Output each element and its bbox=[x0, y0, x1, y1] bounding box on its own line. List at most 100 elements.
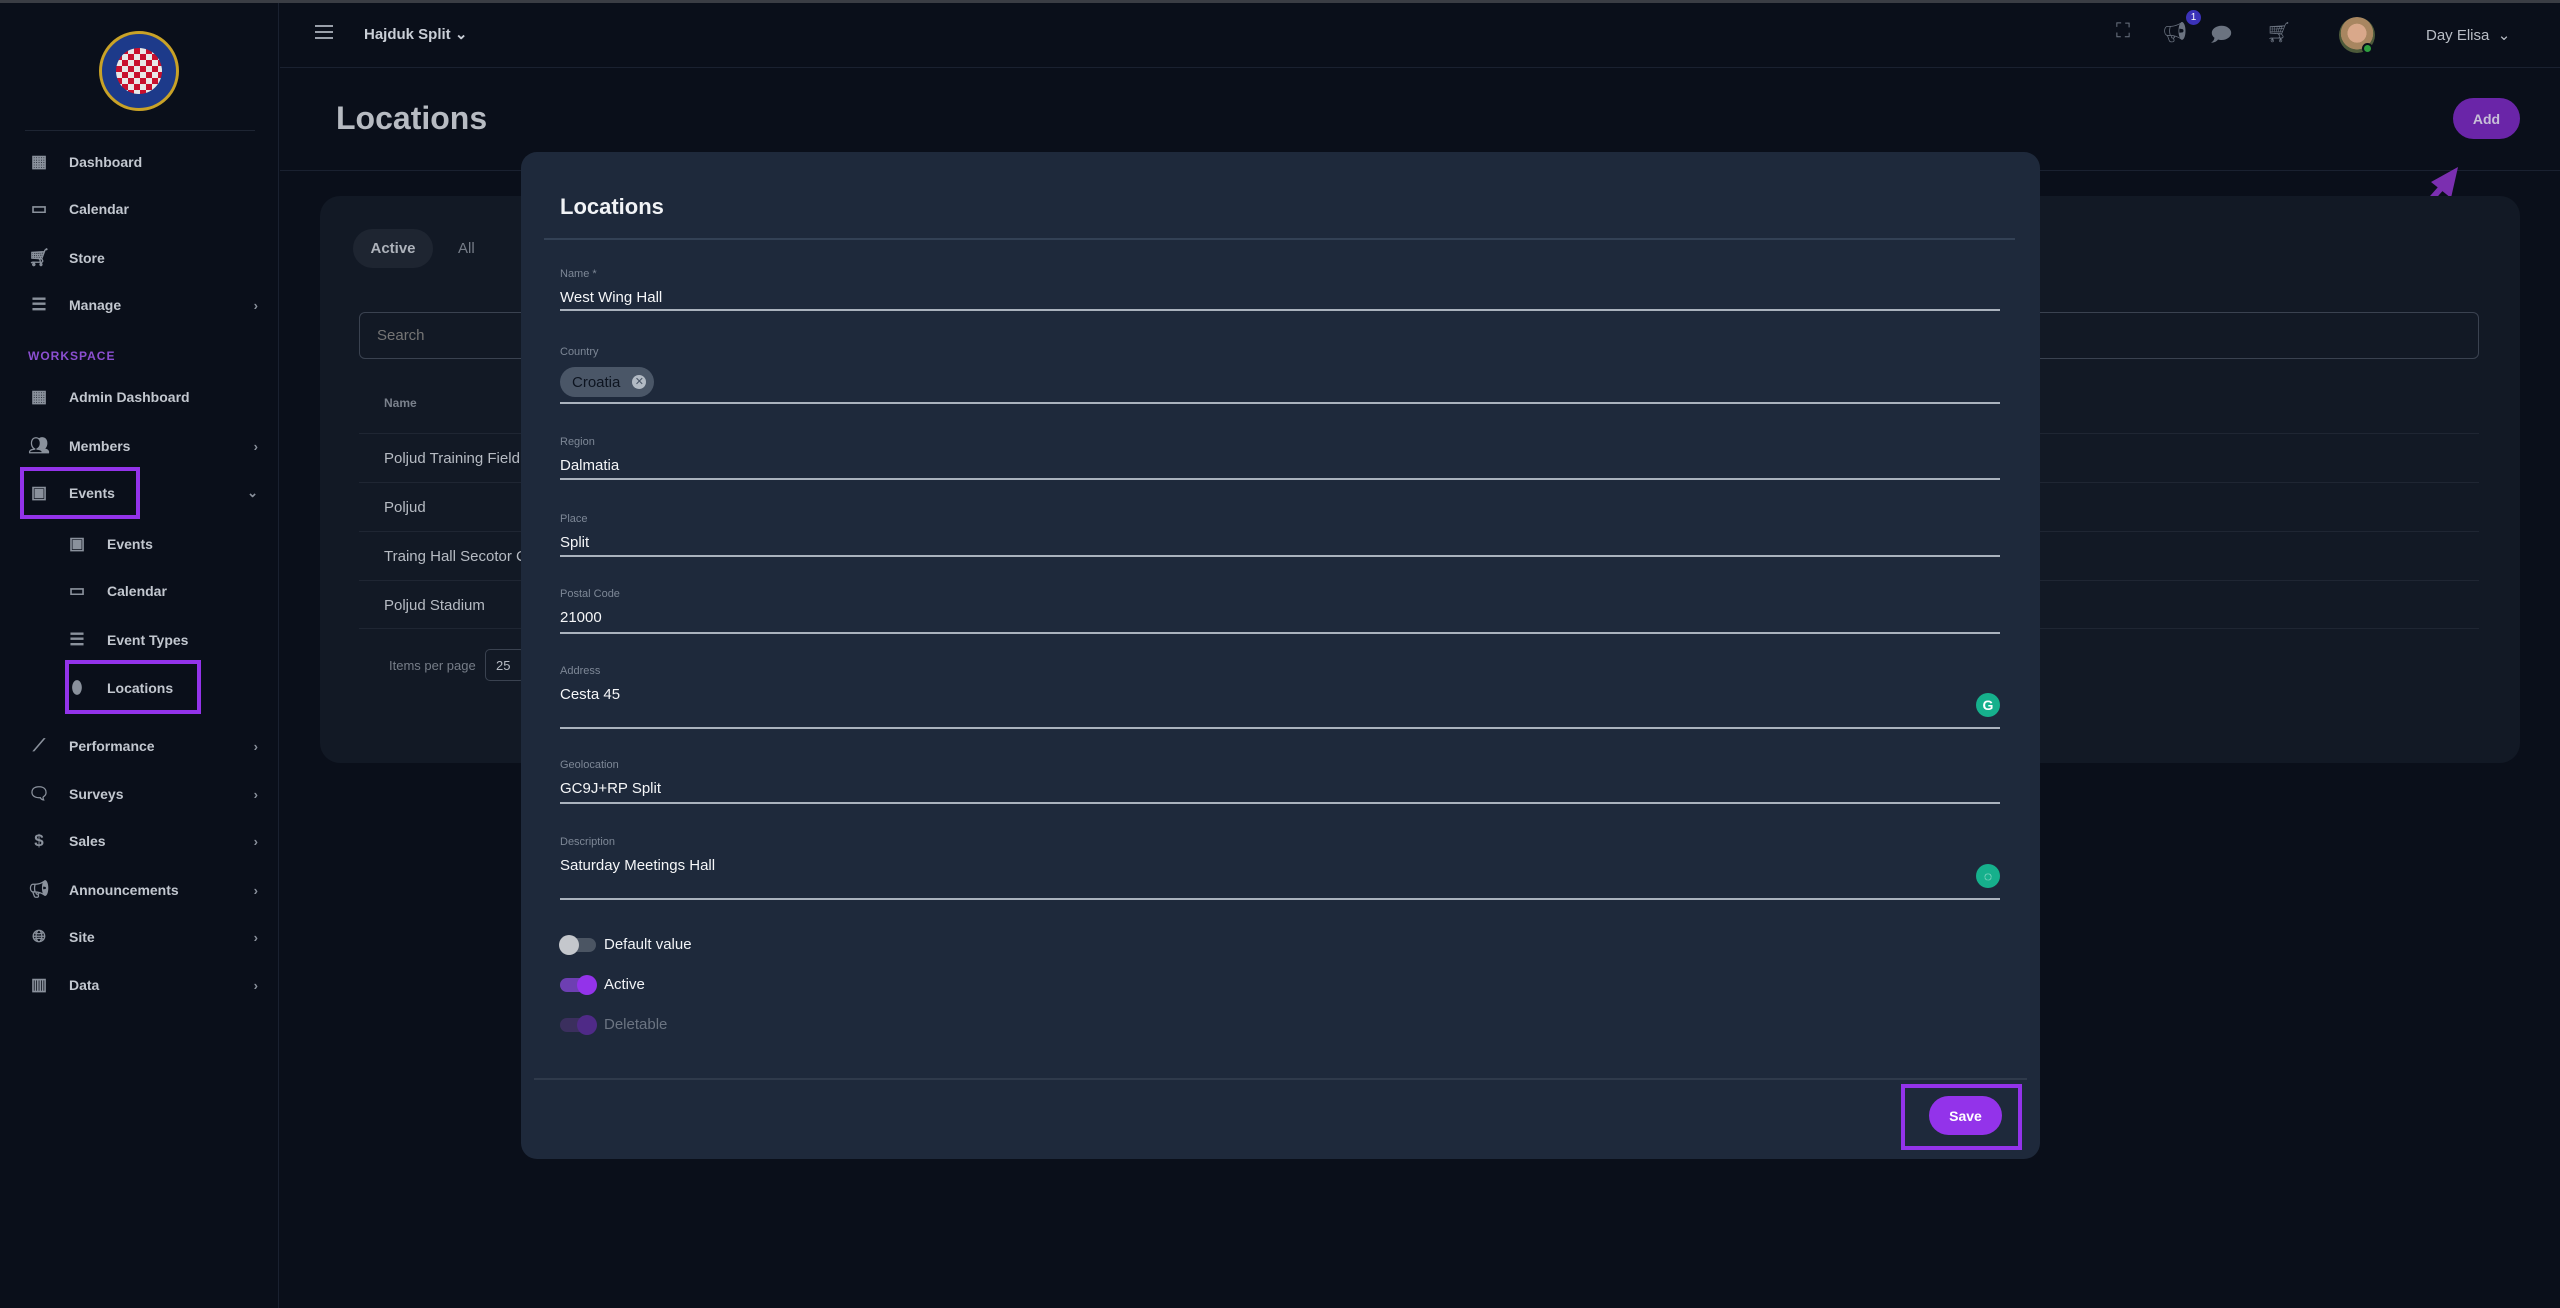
tab-all[interactable]: All bbox=[458, 240, 475, 257]
chevron-right-icon: › bbox=[253, 833, 258, 849]
place-field[interactable]: Place Split bbox=[560, 513, 2000, 557]
sidebar-subitem-calendar[interactable]: ▭ Calendar bbox=[66, 576, 246, 606]
country-chip: Croatia ✕ bbox=[560, 367, 655, 397]
remove-chip-icon[interactable]: ✕ bbox=[632, 375, 647, 389]
notification-badge: 1 bbox=[2186, 10, 2201, 25]
label: Calendar bbox=[107, 583, 167, 599]
sidebar-item-events[interactable]: ▣ Events ⌄ bbox=[28, 478, 258, 508]
dollar-icon: $ bbox=[34, 831, 44, 850]
description-field[interactable]: Description Saturday Meetings Hall ◌ bbox=[560, 836, 2000, 900]
sidebar-item-store[interactable]: 🛒︎ Store bbox=[28, 243, 258, 273]
label: Sales bbox=[69, 833, 106, 849]
toggle-label: Active bbox=[604, 976, 645, 993]
field-value: Dalmatia bbox=[560, 457, 620, 474]
location-pin-icon: ⬮ bbox=[71, 678, 83, 697]
field-label: Postal Code bbox=[560, 588, 620, 600]
label: Locations bbox=[107, 680, 174, 696]
sidebar-item-surveys[interactable]: 🗨︎ Surveys › bbox=[28, 779, 258, 809]
cart-icon: 🛒︎ bbox=[28, 248, 50, 267]
sidebar-item-dashboard[interactable]: ▦ Dashboard bbox=[28, 147, 258, 177]
calendar-icon: ▭ bbox=[68, 581, 86, 600]
megaphone-icon: 📢︎ bbox=[28, 880, 50, 899]
sidebar-item-announcements[interactable]: 📢︎ Announcements › bbox=[28, 875, 258, 905]
highlight-box-events bbox=[20, 467, 140, 519]
top-bar bbox=[280, 3, 2560, 68]
chevron-right-icon: › bbox=[253, 738, 258, 754]
save-button[interactable]: Save bbox=[1929, 1096, 2002, 1135]
field-label: Place bbox=[560, 513, 588, 525]
workspace-heading: WORKSPACE bbox=[28, 349, 116, 363]
default-value-toggle[interactable]: Default value bbox=[559, 934, 692, 955]
grammarly-icon[interactable]: G bbox=[1976, 693, 2000, 717]
label: Data bbox=[69, 977, 100, 993]
field-value: Cesta 45 bbox=[560, 686, 621, 703]
chevron-right-icon: › bbox=[253, 297, 258, 313]
sidebar-item-admin-dashboard[interactable]: ▦ Admin Dashboard bbox=[28, 382, 258, 412]
hamburger-menu-icon[interactable] bbox=[315, 25, 333, 39]
sidebar-subitem-events[interactable]: ▣ Events bbox=[66, 529, 246, 559]
sidebar-item-calendar[interactable]: ▭ Calendar bbox=[28, 194, 258, 224]
page-title: Locations bbox=[336, 100, 488, 136]
sidebar-subitem-locations[interactable]: ⬮ Locations bbox=[66, 673, 246, 703]
label: Site bbox=[69, 929, 95, 945]
chevron-right-icon: › bbox=[253, 929, 258, 945]
field-value: Split bbox=[560, 534, 590, 551]
active-toggle[interactable]: Active bbox=[560, 974, 645, 995]
event-icon: ▣ bbox=[30, 483, 48, 502]
sidebar-subitem-event-types[interactable]: ☰ Event Types bbox=[66, 625, 246, 655]
sidebar-item-members[interactable]: 👥︎ Members › bbox=[28, 431, 258, 461]
announcements-icon[interactable]: 📢︎ bbox=[2162, 22, 2188, 44]
calendar-icon: ▭ bbox=[30, 199, 48, 218]
chip-label: Croatia bbox=[572, 373, 621, 391]
label: Store bbox=[69, 250, 105, 266]
add-button[interactable]: Add bbox=[2453, 98, 2520, 139]
field-label: Address bbox=[560, 665, 601, 677]
label: Performance bbox=[69, 738, 155, 754]
modal-title: Locations bbox=[560, 194, 664, 219]
country-field[interactable]: Country Croatia ✕ bbox=[560, 346, 2000, 404]
label: Events bbox=[107, 536, 153, 552]
performance-icon: ⟋ bbox=[33, 736, 45, 755]
sidebar-item-site[interactable]: 🌐︎ Site › bbox=[28, 922, 258, 952]
dashboard-icon: ▦ bbox=[30, 387, 48, 406]
field-label: Name * bbox=[560, 268, 597, 280]
org-switcher[interactable]: Hajduk Split ⌄ bbox=[364, 25, 467, 43]
address-field[interactable]: Address Cesta 45 G bbox=[560, 665, 2000, 729]
items-per-page-select[interactable]: 25 bbox=[485, 649, 525, 681]
label: Admin Dashboard bbox=[69, 389, 190, 405]
globe-icon: 🌐︎ bbox=[32, 927, 46, 946]
items-per-page-label: Items per page bbox=[389, 658, 476, 673]
toggle-track bbox=[560, 1014, 597, 1035]
geolocation-field[interactable]: Geolocation GC9J+RP Split bbox=[560, 759, 2000, 804]
sidebar-item-data[interactable]: ▥ Data › bbox=[28, 970, 258, 1000]
tab-active[interactable]: Active bbox=[353, 229, 433, 268]
field-label: Region bbox=[560, 436, 595, 448]
field-value: Saturday Meetings Hall bbox=[560, 857, 716, 874]
deletable-toggle: Deletable bbox=[560, 1014, 667, 1035]
sidebar-item-sales[interactable]: $ Sales › bbox=[28, 826, 258, 856]
toggle-track bbox=[560, 974, 597, 995]
region-field[interactable]: Region Dalmatia bbox=[560, 436, 2000, 480]
row-name: Poljud Stadium bbox=[384, 597, 485, 614]
name-field[interactable]: Name * West Wing Hall bbox=[560, 268, 2000, 311]
cart-icon[interactable]: 🛒︎ bbox=[2266, 22, 2292, 44]
toggle-track bbox=[559, 934, 596, 955]
grammarly-loading-icon[interactable]: ◌ bbox=[1976, 864, 2000, 888]
chevron-right-icon: › bbox=[253, 438, 258, 454]
fullscreen-icon[interactable]: ⛶ bbox=[2116, 20, 2130, 42]
dashboard-icon: ▦ bbox=[30, 152, 48, 171]
sidebar-item-manage[interactable]: ☰ Manage › bbox=[28, 290, 258, 320]
club-logo[interactable] bbox=[99, 31, 179, 111]
chat-icon[interactable]: 🗩 bbox=[2210, 24, 2233, 46]
sidebar-divider bbox=[25, 130, 255, 131]
postal-code-field[interactable]: Postal Code 21000 bbox=[560, 588, 2000, 634]
row-name: Poljud bbox=[384, 499, 426, 516]
window-top-border bbox=[0, 0, 2560, 3]
label: Calendar bbox=[69, 201, 129, 217]
field-label: Country bbox=[560, 346, 599, 358]
user-menu[interactable]: Day Elisa ⌄ bbox=[2426, 26, 2510, 44]
sidebar-item-performance[interactable]: ⟋ Performance › bbox=[28, 731, 258, 761]
org-name: Hajduk Split bbox=[364, 26, 451, 43]
label: Dashboard bbox=[69, 154, 143, 170]
chevron-down-icon: ⌄ bbox=[454, 26, 468, 43]
